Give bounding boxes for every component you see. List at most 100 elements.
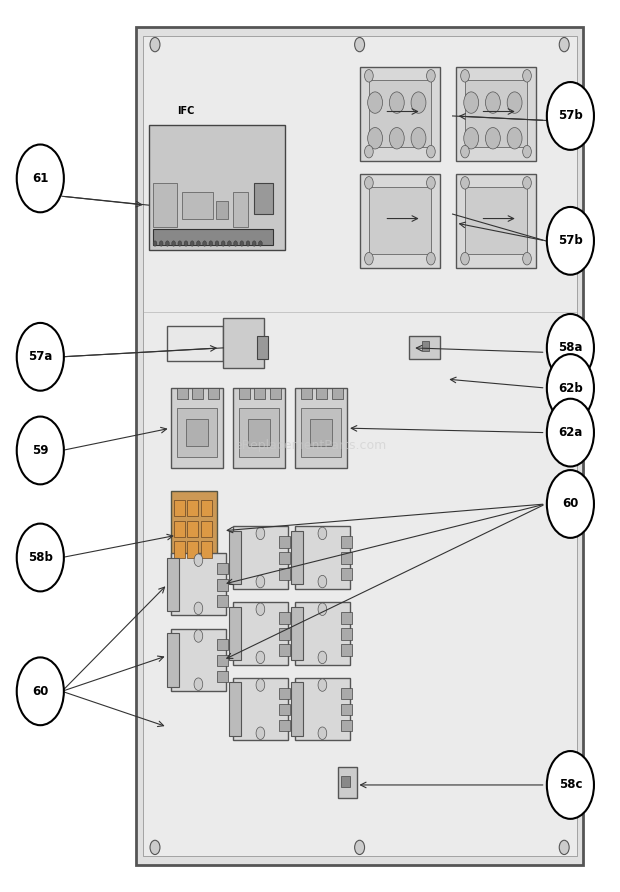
Circle shape	[172, 241, 175, 246]
Bar	[279, 628, 290, 640]
Circle shape	[559, 840, 569, 855]
Bar	[279, 688, 290, 699]
Bar	[465, 80, 527, 147]
Circle shape	[194, 630, 203, 642]
Bar	[149, 125, 285, 250]
Circle shape	[221, 241, 225, 246]
Circle shape	[256, 603, 265, 615]
Bar	[279, 612, 290, 624]
Circle shape	[368, 128, 383, 149]
Bar	[254, 183, 273, 214]
Bar	[174, 500, 185, 516]
Bar	[239, 408, 279, 457]
Bar	[369, 80, 431, 147]
Bar	[216, 201, 228, 219]
Bar	[232, 388, 285, 468]
Circle shape	[159, 241, 163, 246]
Circle shape	[547, 207, 594, 275]
Circle shape	[259, 241, 262, 246]
Bar	[192, 388, 203, 399]
Bar	[301, 388, 312, 399]
Circle shape	[389, 92, 404, 113]
Circle shape	[17, 145, 64, 212]
Text: 58c: 58c	[559, 779, 582, 791]
Text: eReplacementParts.com: eReplacementParts.com	[234, 440, 386, 452]
Circle shape	[411, 128, 426, 149]
Bar	[270, 388, 281, 399]
Bar	[341, 720, 352, 731]
Bar	[217, 595, 228, 607]
Circle shape	[547, 314, 594, 382]
Circle shape	[389, 128, 404, 149]
Bar	[341, 776, 350, 787]
Bar	[174, 541, 185, 558]
Circle shape	[318, 575, 327, 588]
Circle shape	[256, 575, 265, 588]
Bar	[170, 491, 217, 562]
Bar	[187, 521, 198, 537]
Bar	[229, 682, 241, 736]
Circle shape	[559, 37, 569, 52]
Circle shape	[523, 70, 531, 82]
Bar	[341, 568, 352, 580]
Bar	[143, 36, 577, 856]
Bar	[182, 192, 213, 219]
Circle shape	[318, 527, 327, 540]
Circle shape	[427, 177, 435, 189]
Circle shape	[209, 241, 213, 246]
Circle shape	[461, 145, 469, 158]
Circle shape	[194, 678, 203, 690]
Bar	[456, 174, 536, 268]
Bar	[369, 187, 431, 254]
Circle shape	[547, 751, 594, 819]
Bar	[187, 500, 198, 516]
Bar	[316, 388, 327, 399]
Circle shape	[228, 241, 231, 246]
Circle shape	[240, 241, 244, 246]
Bar	[229, 607, 241, 660]
Bar	[217, 563, 228, 574]
Bar	[167, 326, 223, 361]
Bar	[465, 187, 527, 254]
Circle shape	[365, 177, 373, 189]
Bar	[167, 558, 179, 611]
Circle shape	[318, 727, 327, 739]
Circle shape	[318, 603, 327, 615]
Bar	[170, 629, 226, 691]
Circle shape	[523, 145, 531, 158]
Circle shape	[507, 92, 522, 113]
Circle shape	[411, 92, 426, 113]
Bar	[201, 521, 212, 537]
Bar	[279, 720, 290, 731]
Text: 58b: 58b	[28, 551, 53, 564]
Circle shape	[194, 602, 203, 615]
Circle shape	[256, 727, 265, 739]
Circle shape	[203, 241, 206, 246]
Circle shape	[547, 399, 594, 467]
Circle shape	[256, 651, 265, 664]
Circle shape	[464, 92, 479, 113]
Bar	[341, 552, 352, 564]
Bar	[177, 408, 217, 457]
Circle shape	[365, 70, 373, 82]
Text: 62b: 62b	[558, 382, 583, 394]
Text: 60: 60	[32, 685, 48, 698]
Bar	[456, 67, 536, 161]
Bar	[153, 229, 273, 245]
Circle shape	[427, 252, 435, 265]
Bar	[341, 628, 352, 640]
Bar	[301, 408, 341, 457]
Circle shape	[17, 524, 64, 591]
Bar	[341, 644, 352, 656]
Circle shape	[178, 241, 182, 246]
Bar	[254, 388, 265, 399]
Bar	[217, 579, 228, 591]
Text: IFC: IFC	[177, 106, 195, 117]
Circle shape	[246, 241, 250, 246]
Circle shape	[464, 128, 479, 149]
Bar	[294, 388, 347, 468]
Circle shape	[215, 241, 219, 246]
Text: 60: 60	[562, 498, 578, 510]
Bar	[232, 526, 288, 589]
Circle shape	[355, 840, 365, 855]
